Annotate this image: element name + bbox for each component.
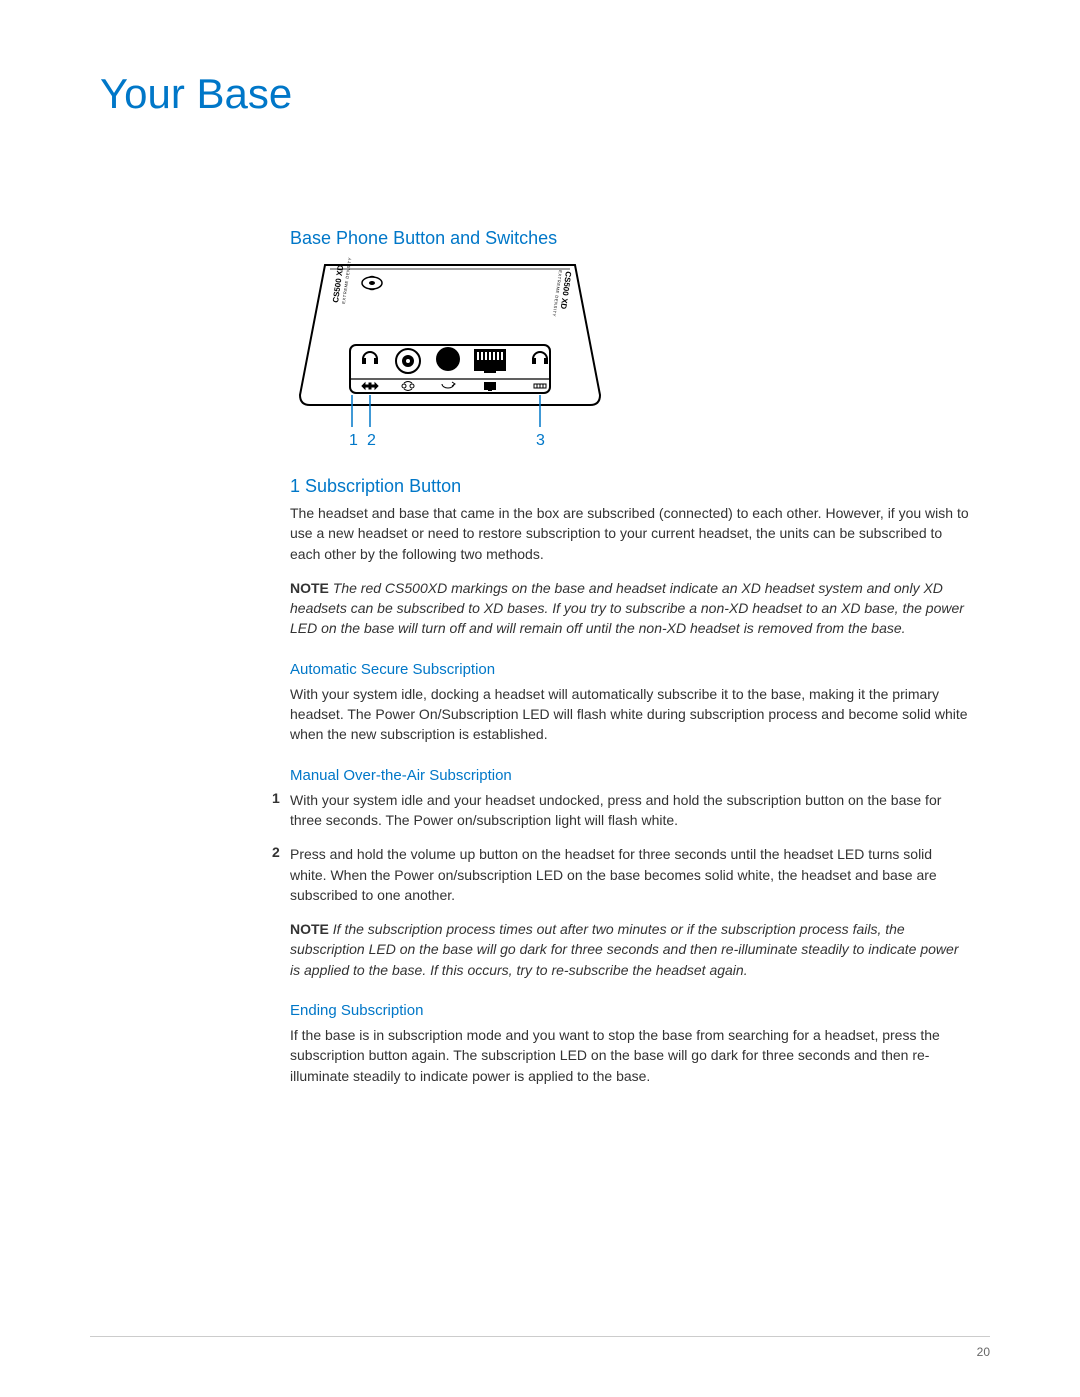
manual-step-1: 1 With your system idle and your headset… xyxy=(290,790,970,831)
step-number: 2 xyxy=(272,844,290,905)
callout-3: 3 xyxy=(536,432,545,449)
step-body: With your system idle and your headset u… xyxy=(290,790,970,831)
step-body: Press and hold the volume up button on t… xyxy=(290,844,970,905)
step-number: 1 xyxy=(272,790,290,831)
svg-text:XD: XD xyxy=(559,297,569,309)
note-label: NOTE xyxy=(290,580,329,596)
auto-heading: Automatic Secure Subscription xyxy=(290,661,970,678)
note-body: The red CS500XD markings on the base and… xyxy=(290,580,964,637)
subscription-intro: The headset and base that came in the bo… xyxy=(290,503,970,564)
ending-heading: Ending Subscription xyxy=(290,1002,970,1019)
auto-body: With your system idle, docking a headset… xyxy=(290,684,970,745)
page-number: 20 xyxy=(977,1345,990,1359)
note-label: NOTE xyxy=(290,921,329,937)
callout-2: 2 xyxy=(367,432,376,449)
manual-step-2: 2 Press and hold the volume up button on… xyxy=(290,844,970,905)
note-body: If the subscription process times out af… xyxy=(290,921,958,978)
note-xd: NOTE The red CS500XD markings on the bas… xyxy=(290,578,970,639)
footer-rule xyxy=(90,1336,990,1337)
content-column: Base Phone Button and Switches CS500 XD … xyxy=(290,228,970,1086)
note-timeout: NOTE If the subscription process times o… xyxy=(290,919,970,980)
svg-text:XD: XD xyxy=(335,264,345,276)
callout-1: 1 xyxy=(349,432,358,449)
section-heading: Base Phone Button and Switches xyxy=(290,228,970,249)
subscription-heading: 1 Subscription Button xyxy=(290,476,970,497)
manual-heading: Manual Over-the-Air Subscription xyxy=(290,767,970,784)
page-title: Your Base xyxy=(100,70,990,118)
base-diagram: CS500 XD EXTREME DENSITY CS500 XD EXTREM… xyxy=(290,255,970,470)
ending-body: If the base is in subscription mode and … xyxy=(290,1025,970,1086)
